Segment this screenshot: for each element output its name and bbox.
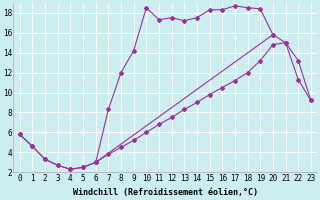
- X-axis label: Windchill (Refroidissement éolien,°C): Windchill (Refroidissement éolien,°C): [73, 188, 258, 197]
